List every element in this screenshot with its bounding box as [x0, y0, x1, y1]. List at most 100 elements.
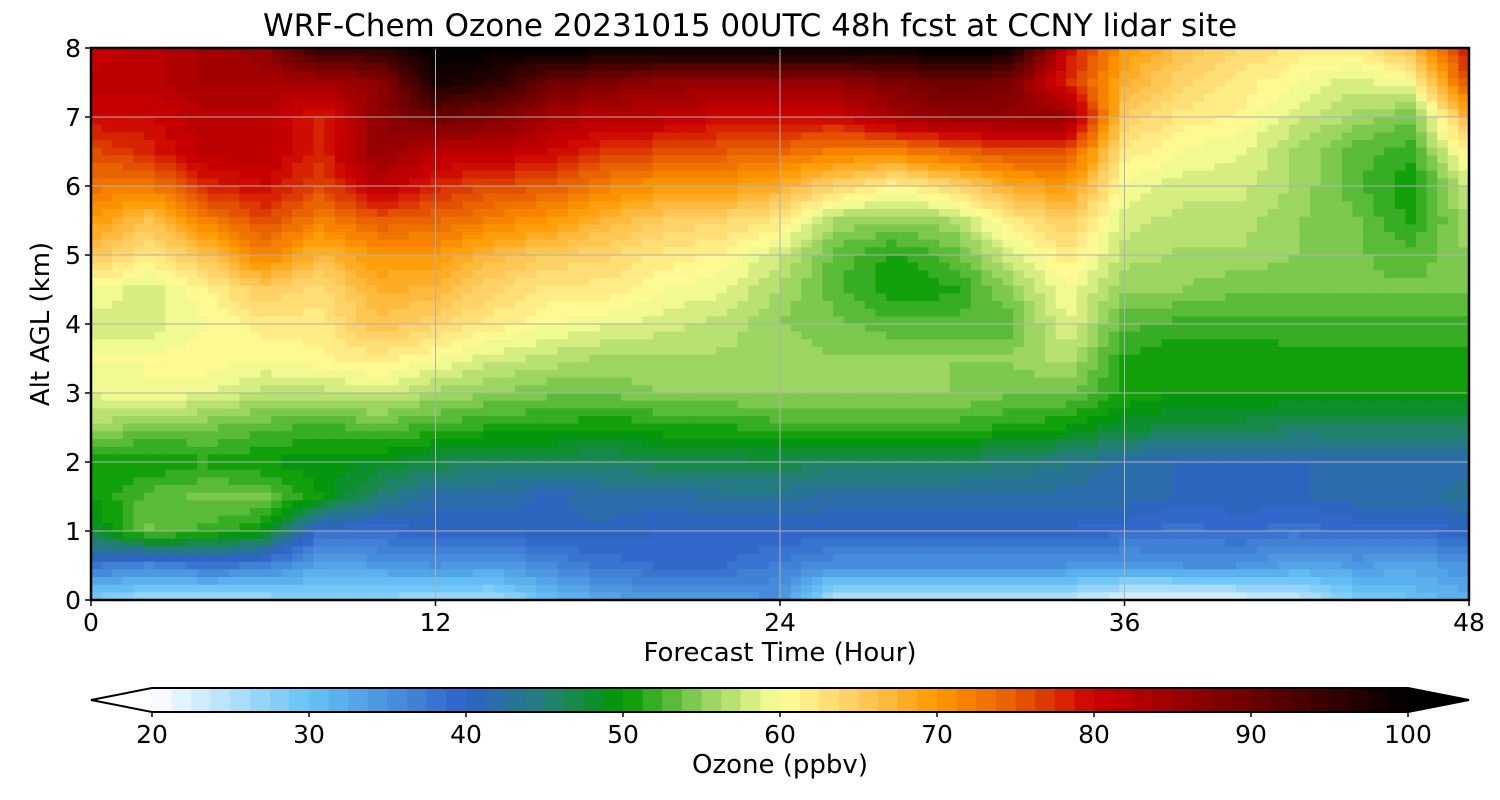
- heatmap-cell: [366, 109, 378, 118]
- heatmap-cell: [1002, 140, 1014, 149]
- heatmap-cell: [631, 293, 643, 302]
- heatmap-cell: [1140, 293, 1152, 302]
- heatmap-cell: [1023, 63, 1035, 72]
- heatmap-cell: [1288, 124, 1300, 133]
- heatmap-cell: [1278, 285, 1290, 294]
- heatmap-cell: [366, 155, 378, 164]
- heatmap-cell: [557, 331, 569, 340]
- heatmap-cell: [451, 308, 463, 317]
- heatmap-cell: [133, 239, 145, 248]
- heatmap-cell: [165, 278, 177, 287]
- heatmap-cell: [1458, 239, 1469, 248]
- heatmap-cell: [175, 331, 187, 340]
- heatmap-cell: [981, 301, 993, 310]
- heatmap-cell: [1320, 63, 1332, 72]
- heatmap-cell: [790, 247, 802, 256]
- heatmap-cell: [833, 239, 845, 248]
- heatmap-cell: [1023, 278, 1035, 287]
- heatmap-cell: [621, 94, 633, 103]
- heatmap-cell: [154, 163, 166, 172]
- heatmap-cell: [875, 239, 887, 248]
- heatmap-cell: [462, 255, 474, 264]
- heatmap-cell: [674, 86, 686, 95]
- heatmap-cell: [154, 124, 166, 133]
- heatmap-cell: [546, 278, 558, 287]
- heatmap-cell: [811, 209, 823, 218]
- heatmap-cell: [1023, 178, 1035, 187]
- heatmap-cell: [769, 86, 781, 95]
- heatmap-cell: [91, 117, 103, 126]
- heatmap-cell: [875, 63, 887, 72]
- heatmap-cell: [1076, 63, 1088, 72]
- heatmap-cell: [493, 170, 505, 179]
- heatmap-cell: [748, 101, 760, 110]
- heatmap-cell: [250, 201, 262, 210]
- heatmap-cell: [568, 140, 580, 149]
- heatmap-cell: [292, 278, 304, 287]
- heatmap-cell: [112, 301, 124, 310]
- heatmap-cell: [949, 270, 961, 279]
- heatmap-cell: [493, 101, 505, 110]
- heatmap-cell: [949, 78, 961, 87]
- heatmap-cell: [705, 331, 717, 340]
- heatmap-cell: [1267, 55, 1279, 64]
- heatmap-cell: [1426, 255, 1438, 264]
- heatmap-cell: [843, 216, 855, 225]
- heatmap-cell: [705, 163, 717, 172]
- heatmap-cell: [1172, 239, 1184, 248]
- heatmap-cell: [112, 255, 124, 264]
- heatmap-cell: [398, 86, 410, 95]
- heatmap-cell: [419, 109, 431, 118]
- heatmap-cell: [1363, 262, 1375, 271]
- heatmap-cell: [515, 94, 527, 103]
- heatmap-cell: [1437, 262, 1449, 271]
- heatmap-cell: [1257, 331, 1269, 340]
- heatmap-cell: [356, 117, 368, 126]
- heatmap-cell: [896, 278, 908, 287]
- heatmap-cell: [737, 293, 749, 302]
- heatmap-cell: [568, 270, 580, 279]
- heatmap-cell: [122, 331, 134, 340]
- heatmap-cell: [970, 170, 982, 179]
- heatmap-cell: [133, 293, 145, 302]
- heatmap-cell: [1320, 247, 1332, 256]
- heatmap-cell: [440, 193, 452, 202]
- heatmap-cell: [1172, 232, 1184, 241]
- heatmap-cell: [398, 101, 410, 110]
- heatmap-cell: [674, 301, 686, 310]
- heatmap-cell: [1045, 316, 1057, 325]
- heatmap-cell: [663, 140, 675, 149]
- heatmap-cell: [674, 63, 686, 72]
- heatmap-cell: [313, 216, 325, 225]
- heatmap-cell: [525, 178, 537, 187]
- heatmap-cell: [440, 209, 452, 218]
- heatmap-cell: [642, 155, 654, 164]
- heatmap-cell: [345, 186, 357, 195]
- heatmap-cell: [112, 178, 124, 187]
- heatmap-cell: [1437, 216, 1449, 225]
- heatmap-cell: [1225, 239, 1237, 248]
- heatmap-cell: [939, 124, 951, 133]
- heatmap-cell: [1066, 293, 1078, 302]
- heatmap-cell: [939, 216, 951, 225]
- heatmap-cell: [419, 132, 431, 141]
- heatmap-cell: [875, 178, 887, 187]
- heatmap-cell: [334, 140, 346, 149]
- heatmap-cell: [663, 255, 675, 264]
- heatmap-cell: [525, 255, 537, 264]
- heatmap-cell: [758, 117, 770, 126]
- heatmap-cell: [705, 78, 717, 87]
- heatmap-cell: [854, 170, 866, 179]
- heatmap-cell: [1204, 94, 1216, 103]
- heatmap-cell: [218, 147, 230, 156]
- heatmap-cell: [1225, 193, 1237, 202]
- heatmap-cell: [1384, 124, 1396, 133]
- heatmap-cell: [854, 186, 866, 195]
- heatmap-cell: [1299, 86, 1311, 95]
- heatmap-cell: [727, 232, 739, 241]
- heatmap-cell: [144, 278, 156, 287]
- heatmap-cell: [970, 301, 982, 310]
- heatmap-cell: [197, 247, 209, 256]
- heatmap-cell: [112, 109, 124, 118]
- heatmap-cell: [939, 170, 951, 179]
